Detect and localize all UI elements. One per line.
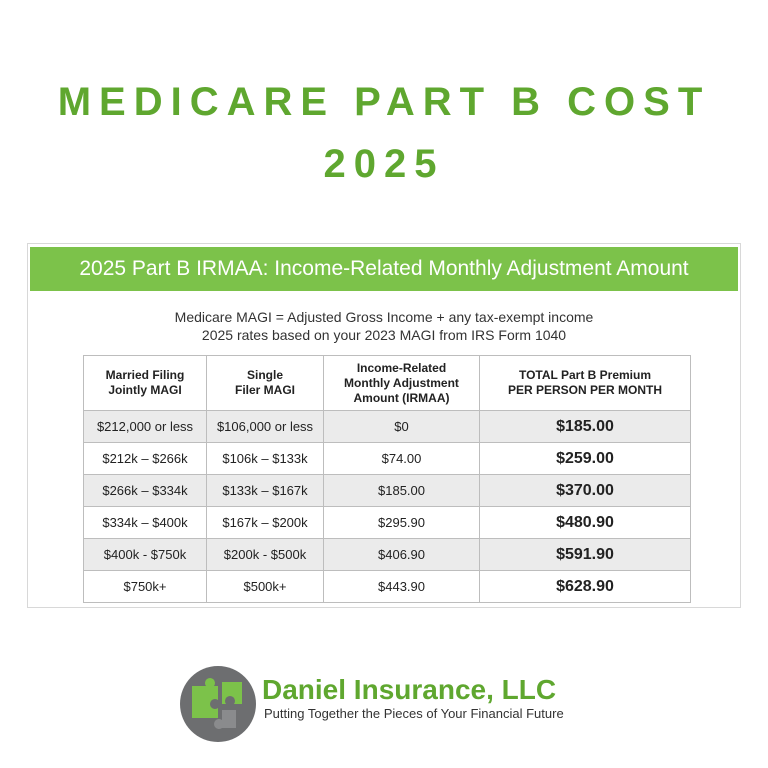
- header-line: Single: [246, 368, 283, 382]
- header-line: PER PERSON PER MONTH: [507, 383, 663, 397]
- header-line: Monthly Adjustment: [344, 375, 459, 390]
- header-row: Married Filing Jointly MAGI Single Filer MA…: [83, 355, 691, 411]
- table-row: $400k - $750k $200k - $500k $406.90 $591.90: [83, 538, 691, 571]
- cell: $185.00: [323, 474, 480, 507]
- column-header: TOTAL Part B Premium PER PERSON PER MONTH: [479, 355, 691, 411]
- table-row: $266k – $334k $133k – $167k $185.00 $370.00: [83, 474, 691, 507]
- cell: $74.00: [323, 442, 480, 475]
- header-line: Amount (IRMAA): [353, 390, 450, 405]
- cell: $0: [323, 410, 480, 443]
- cell: $133k – $167k: [206, 474, 324, 507]
- cell: $212,000 or less: [83, 410, 207, 443]
- cell: $167k – $200k: [206, 506, 324, 539]
- banner: 2025 Part B IRMAA: Income-Related Monthl…: [30, 247, 738, 291]
- table-row: $750k+ $500k+ $443.90 $628.90: [83, 570, 691, 603]
- total-cell: $259.00: [479, 442, 691, 475]
- table-row: $212k – $266k $106k – $133k $74.00 $259.00: [83, 442, 691, 475]
- header-line: TOTAL Part B Premium: [518, 368, 652, 382]
- note: Medicare MAGI = Adjusted Gross Income + …: [174, 309, 594, 325]
- header-line: Jointly MAGI: [108, 383, 182, 397]
- total-cell: $480.90: [479, 506, 691, 539]
- irmaa-table: Married Filing Jointly MAGI Single Filer MA…: [83, 355, 691, 603]
- year: 2025: [323, 142, 445, 186]
- cell: $295.90: [323, 506, 480, 539]
- panel: 2025 Part B IRMAA: Income-Related Monthl…: [27, 243, 741, 608]
- header-line: Income-Related: [356, 360, 447, 375]
- cell: $212k – $266k: [83, 442, 207, 475]
- cell: $500k+: [206, 570, 324, 603]
- column-header: Income-Related Monthly Adjustment Amount (…: [323, 355, 480, 411]
- cell: $334k – $400k: [83, 506, 207, 539]
- cell: $106k – $133k: [206, 442, 324, 475]
- header-line: Married Filing: [105, 368, 185, 382]
- header-line: Filer MAGI: [234, 383, 295, 397]
- total-cell: $628.90: [479, 570, 691, 603]
- cell: $443.90: [323, 570, 480, 603]
- title: MEDICARE PART B COST: [57, 80, 711, 124]
- cell: $266k – $334k: [83, 474, 207, 507]
- total-cell: $591.90: [479, 538, 691, 571]
- column-header: Single Filer MAGI: [206, 355, 324, 411]
- cell: $400k - $750k: [83, 538, 207, 571]
- table-row: $212,000 or less $106,000 or less $0 $185.0…: [83, 410, 691, 443]
- cell: $106,000 or less: [206, 410, 324, 443]
- cell: $750k+: [83, 570, 207, 603]
- cell: $406.90: [323, 538, 480, 571]
- logo: [180, 666, 256, 742]
- table-row: $334k – $400k $167k – $200k $295.90 $480.90: [83, 506, 691, 539]
- total-cell: $370.00: [479, 474, 691, 507]
- column-header: Married Filing Jointly MAGI: [83, 355, 207, 411]
- tagline: Putting Together the Pieces of Your Fina…: [264, 706, 564, 721]
- total-cell: $185.00: [479, 410, 691, 443]
- company: Daniel Insurance, LLC: [262, 674, 557, 705]
- cell: $200k - $500k: [206, 538, 324, 571]
- note: 2025 rates based on your 2023 MAGI from …: [201, 327, 567, 343]
